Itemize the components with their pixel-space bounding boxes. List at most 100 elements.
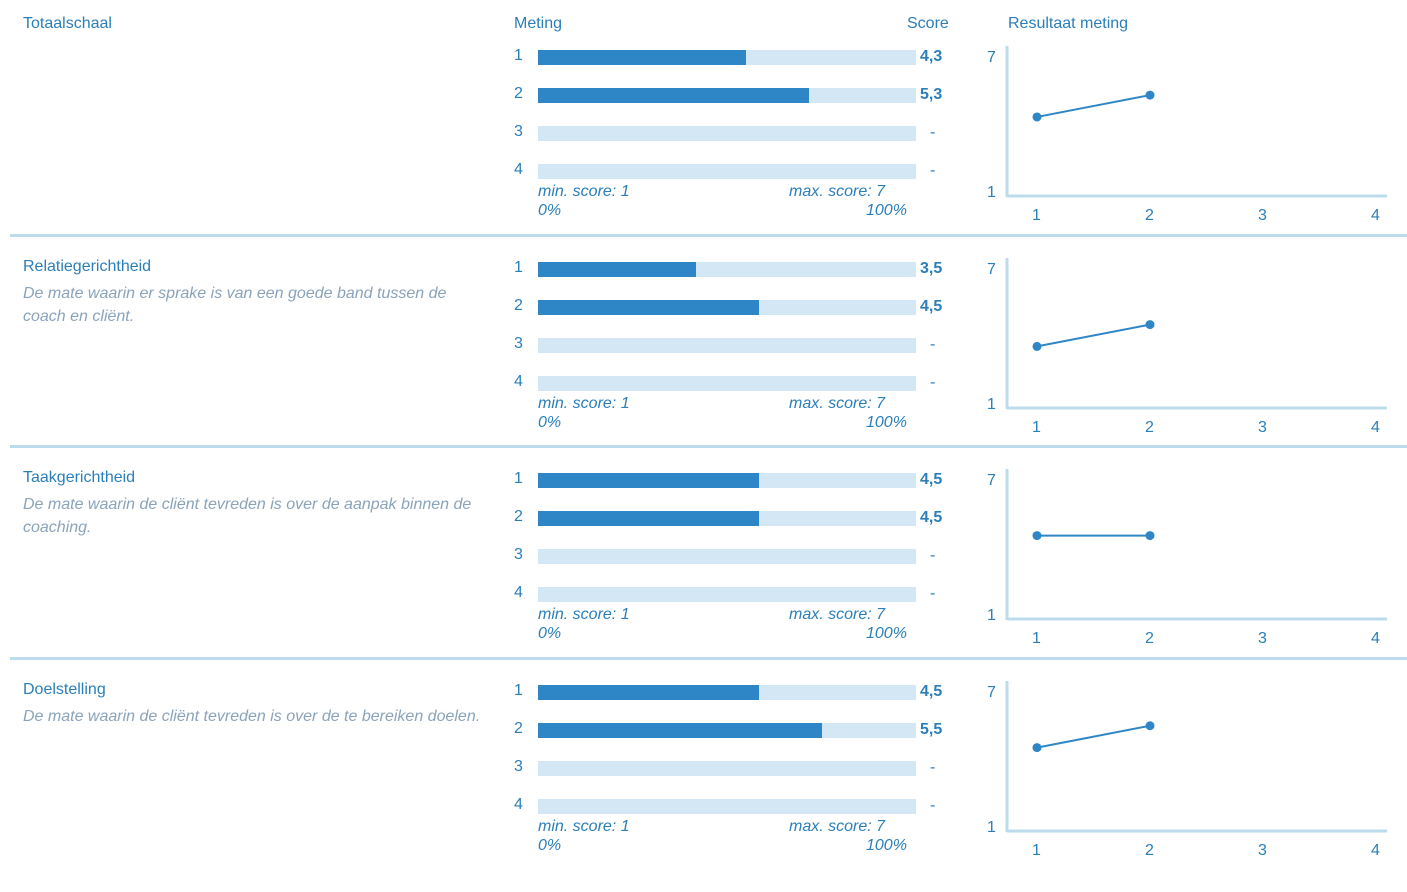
x-tick-label: 4: [1371, 842, 1380, 859]
score-bar-track: [538, 587, 916, 602]
x-tick-label: 1: [1032, 207, 1041, 224]
meting-number: 4: [514, 373, 523, 390]
data-point: [1032, 341, 1042, 351]
meting-row: 1 4,3: [510, 47, 960, 65]
meting-number: 1: [514, 682, 523, 699]
score-bar-fill: [538, 511, 759, 526]
score-value: -: [930, 124, 936, 141]
meting-number: 2: [514, 720, 523, 737]
result-line-chart: 7 1 1 2 3 4: [987, 46, 1387, 224]
min-percent-label: 0%: [538, 414, 562, 431]
score-bar-track: [538, 338, 916, 353]
meting-number: 1: [514, 259, 523, 276]
max-percent-label: 100%: [866, 414, 907, 431]
score-bar-fill: [538, 723, 822, 738]
meting-row: 4-: [510, 584, 960, 602]
min-score-label: min. score: 1: [538, 395, 630, 412]
x-tick-label: 1: [1032, 630, 1041, 647]
meting-number: 4: [514, 796, 523, 813]
meting-number: 3: [514, 335, 523, 352]
data-point: [1145, 90, 1155, 100]
scale-section: 1 4,3 2 5,3 3-4- min. score: 1 max. score: 7 0%…: [0, 42, 1407, 257]
meting-row: 3-: [510, 546, 960, 564]
meting-number: 4: [514, 161, 523, 178]
scale-title: Doelstelling: [23, 681, 106, 698]
score-value: 4,5: [920, 509, 943, 526]
score-bar-track: [538, 88, 916, 103]
scale-title: Taakgerichtheid: [23, 469, 136, 486]
score-bar-fill: [538, 473, 759, 488]
score-value: -: [930, 759, 936, 776]
x-tick-label: 4: [1371, 207, 1380, 224]
score-bar-track: [538, 685, 916, 700]
score-bar-fill: [538, 88, 809, 103]
meting-row: 2 4,5: [510, 297, 960, 315]
meting-number: 3: [514, 758, 523, 775]
score-bar-track: [538, 549, 916, 564]
score-value: 4,3: [920, 48, 943, 65]
min-score-label: min. score: 1: [538, 818, 630, 835]
score-bar-track: [538, 473, 916, 488]
series-line: [1036, 724, 1151, 749]
x-tick-label: 3: [1258, 207, 1267, 224]
meting-number: 2: [514, 297, 523, 314]
score-bar-track: [538, 126, 916, 141]
meting-number: 4: [514, 584, 523, 601]
x-tick-label: 3: [1258, 630, 1267, 647]
scale-description: De mate waarin de cliënt tevreden is ove…: [23, 708, 481, 725]
result-line-chart: 7 1 1 2 3 4: [987, 258, 1387, 436]
data-point: [1145, 531, 1155, 541]
x-tick-label: 3: [1258, 842, 1267, 859]
section-divider: [10, 234, 1407, 237]
min-percent-label: 0%: [538, 837, 562, 854]
x-tick-label: 2: [1145, 207, 1154, 224]
header-totaalschaal: Totaalschaal: [23, 15, 112, 32]
scale-section: Doelstelling De mate waarin de cliënt tev…: [0, 677, 1407, 892]
meting-number: 2: [514, 85, 523, 102]
meting-number: 1: [514, 470, 523, 487]
meting-row: 1 3,5: [510, 259, 960, 277]
meting-number: 3: [514, 546, 523, 563]
x-tick-label: 2: [1145, 419, 1154, 436]
score-bar-track: [538, 723, 916, 738]
scale-description: De mate waarin de cliënt tevreden is ove…: [23, 496, 472, 536]
meting-row: 3-: [510, 123, 960, 141]
meting-row: 3-: [510, 758, 960, 776]
score-value: -: [930, 336, 936, 353]
score-value: 4,5: [920, 683, 943, 700]
min-percent-label: 0%: [538, 625, 562, 642]
score-value: 5,3: [920, 86, 943, 103]
score-value: -: [930, 162, 936, 179]
header-meting: Meting: [514, 15, 563, 32]
data-point: [1145, 320, 1155, 330]
meting-row: 3-: [510, 335, 960, 353]
meting-row: 4-: [510, 373, 960, 391]
y-tick-label: 7: [987, 472, 996, 489]
x-tick-label: 1: [1032, 419, 1041, 436]
meting-row: 2 4,5: [510, 508, 960, 526]
score-bar-track: [538, 262, 916, 277]
section-divider: [10, 657, 1407, 660]
y-tick-label: 7: [987, 684, 996, 701]
meting-row: 4-: [510, 161, 960, 179]
score-bar-fill: [538, 50, 746, 65]
x-tick-label: 2: [1145, 842, 1154, 859]
result-line-chart: 7 1 1 2 3 4: [987, 681, 1387, 859]
header-score: Score: [907, 15, 949, 32]
y-tick-label: 1: [987, 607, 996, 624]
score-bar-track: [538, 761, 916, 776]
y-tick-label: 1: [987, 396, 996, 413]
scale-section: Relatiegerichtheid De mate waarin er spra…: [0, 254, 1407, 469]
meting-row: 4-: [510, 796, 960, 814]
data-point: [1032, 531, 1042, 541]
meting-row: 2 5,3: [510, 85, 960, 103]
meting-number: 1: [514, 47, 523, 64]
x-tick-label: 4: [1371, 419, 1380, 436]
meting-number: 2: [514, 508, 523, 525]
max-percent-label: 100%: [866, 625, 907, 642]
score-value: -: [930, 374, 936, 391]
score-bar-track: [538, 511, 916, 526]
meting-row: 2 5,5: [510, 720, 960, 738]
header-resultaat-meting: Resultaat meting: [1008, 15, 1129, 32]
x-tick-label: 2: [1145, 630, 1154, 647]
